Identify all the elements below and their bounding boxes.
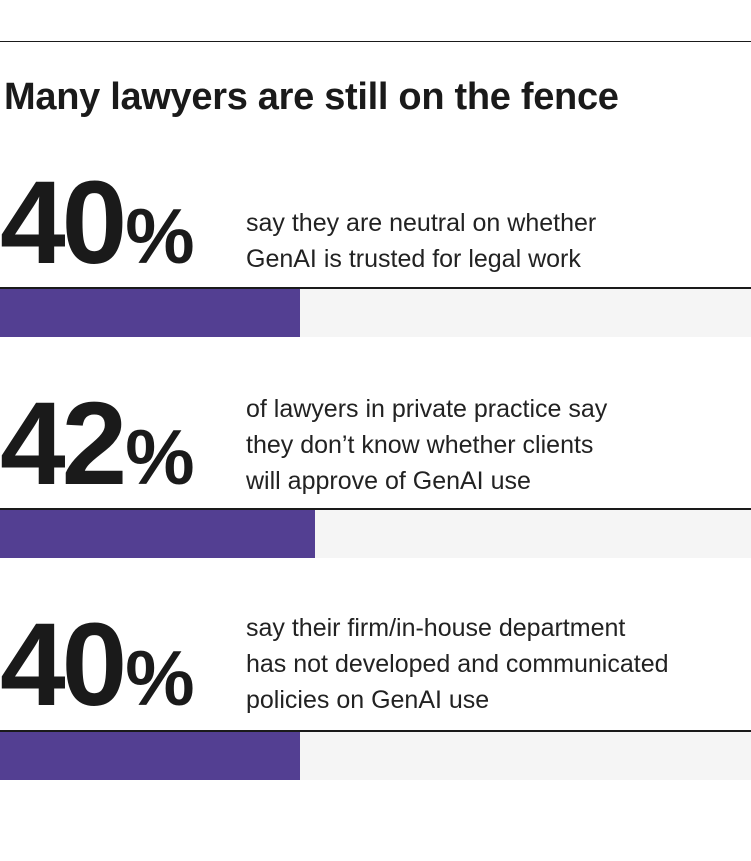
stat-value-digits: 40 <box>0 157 127 289</box>
stat-description-line: policies on GenAI use <box>246 686 490 714</box>
stat-description-line: of lawyers in private practice say <box>246 395 608 423</box>
bar-divider <box>0 287 751 289</box>
stat-description-line: GenAI is trusted for legal work <box>246 245 581 273</box>
top-divider <box>0 41 751 42</box>
stat-description: of lawyers in private practice say they … <box>246 391 607 499</box>
stat-description-line: has not developed and communicated <box>246 650 669 678</box>
bar-fill <box>0 732 300 780</box>
stat-value-percent-sign: % <box>125 192 195 280</box>
stat-description: say their firm/in-house department has n… <box>246 610 669 718</box>
stat-value-percent-sign: % <box>125 634 195 722</box>
bar-divider <box>0 508 751 510</box>
stat-description-line: say their firm/in-house department <box>246 614 626 642</box>
stat-description-line: they don’t know whether clients <box>246 431 594 459</box>
bar-divider <box>0 730 751 732</box>
bar-track <box>0 732 751 780</box>
bar-track <box>0 289 751 337</box>
stat-value: 40% <box>0 606 195 724</box>
stat-value: 40% <box>0 164 195 282</box>
stat-value-digits: 40 <box>0 599 127 731</box>
stat-description-line: will approve of GenAI use <box>246 467 531 495</box>
bar-fill <box>0 510 315 558</box>
stat-description: say they are neutral on whether GenAI is… <box>246 205 596 277</box>
stat-value-digits: 42 <box>0 378 127 510</box>
stat-value: 42% <box>0 385 195 503</box>
page-title: Many lawyers are still on the fence <box>4 76 619 118</box>
bar-fill <box>0 289 300 337</box>
bar-track <box>0 510 751 558</box>
stat-value-percent-sign: % <box>125 413 195 501</box>
stat-description-line: say they are neutral on whether <box>246 209 597 237</box>
